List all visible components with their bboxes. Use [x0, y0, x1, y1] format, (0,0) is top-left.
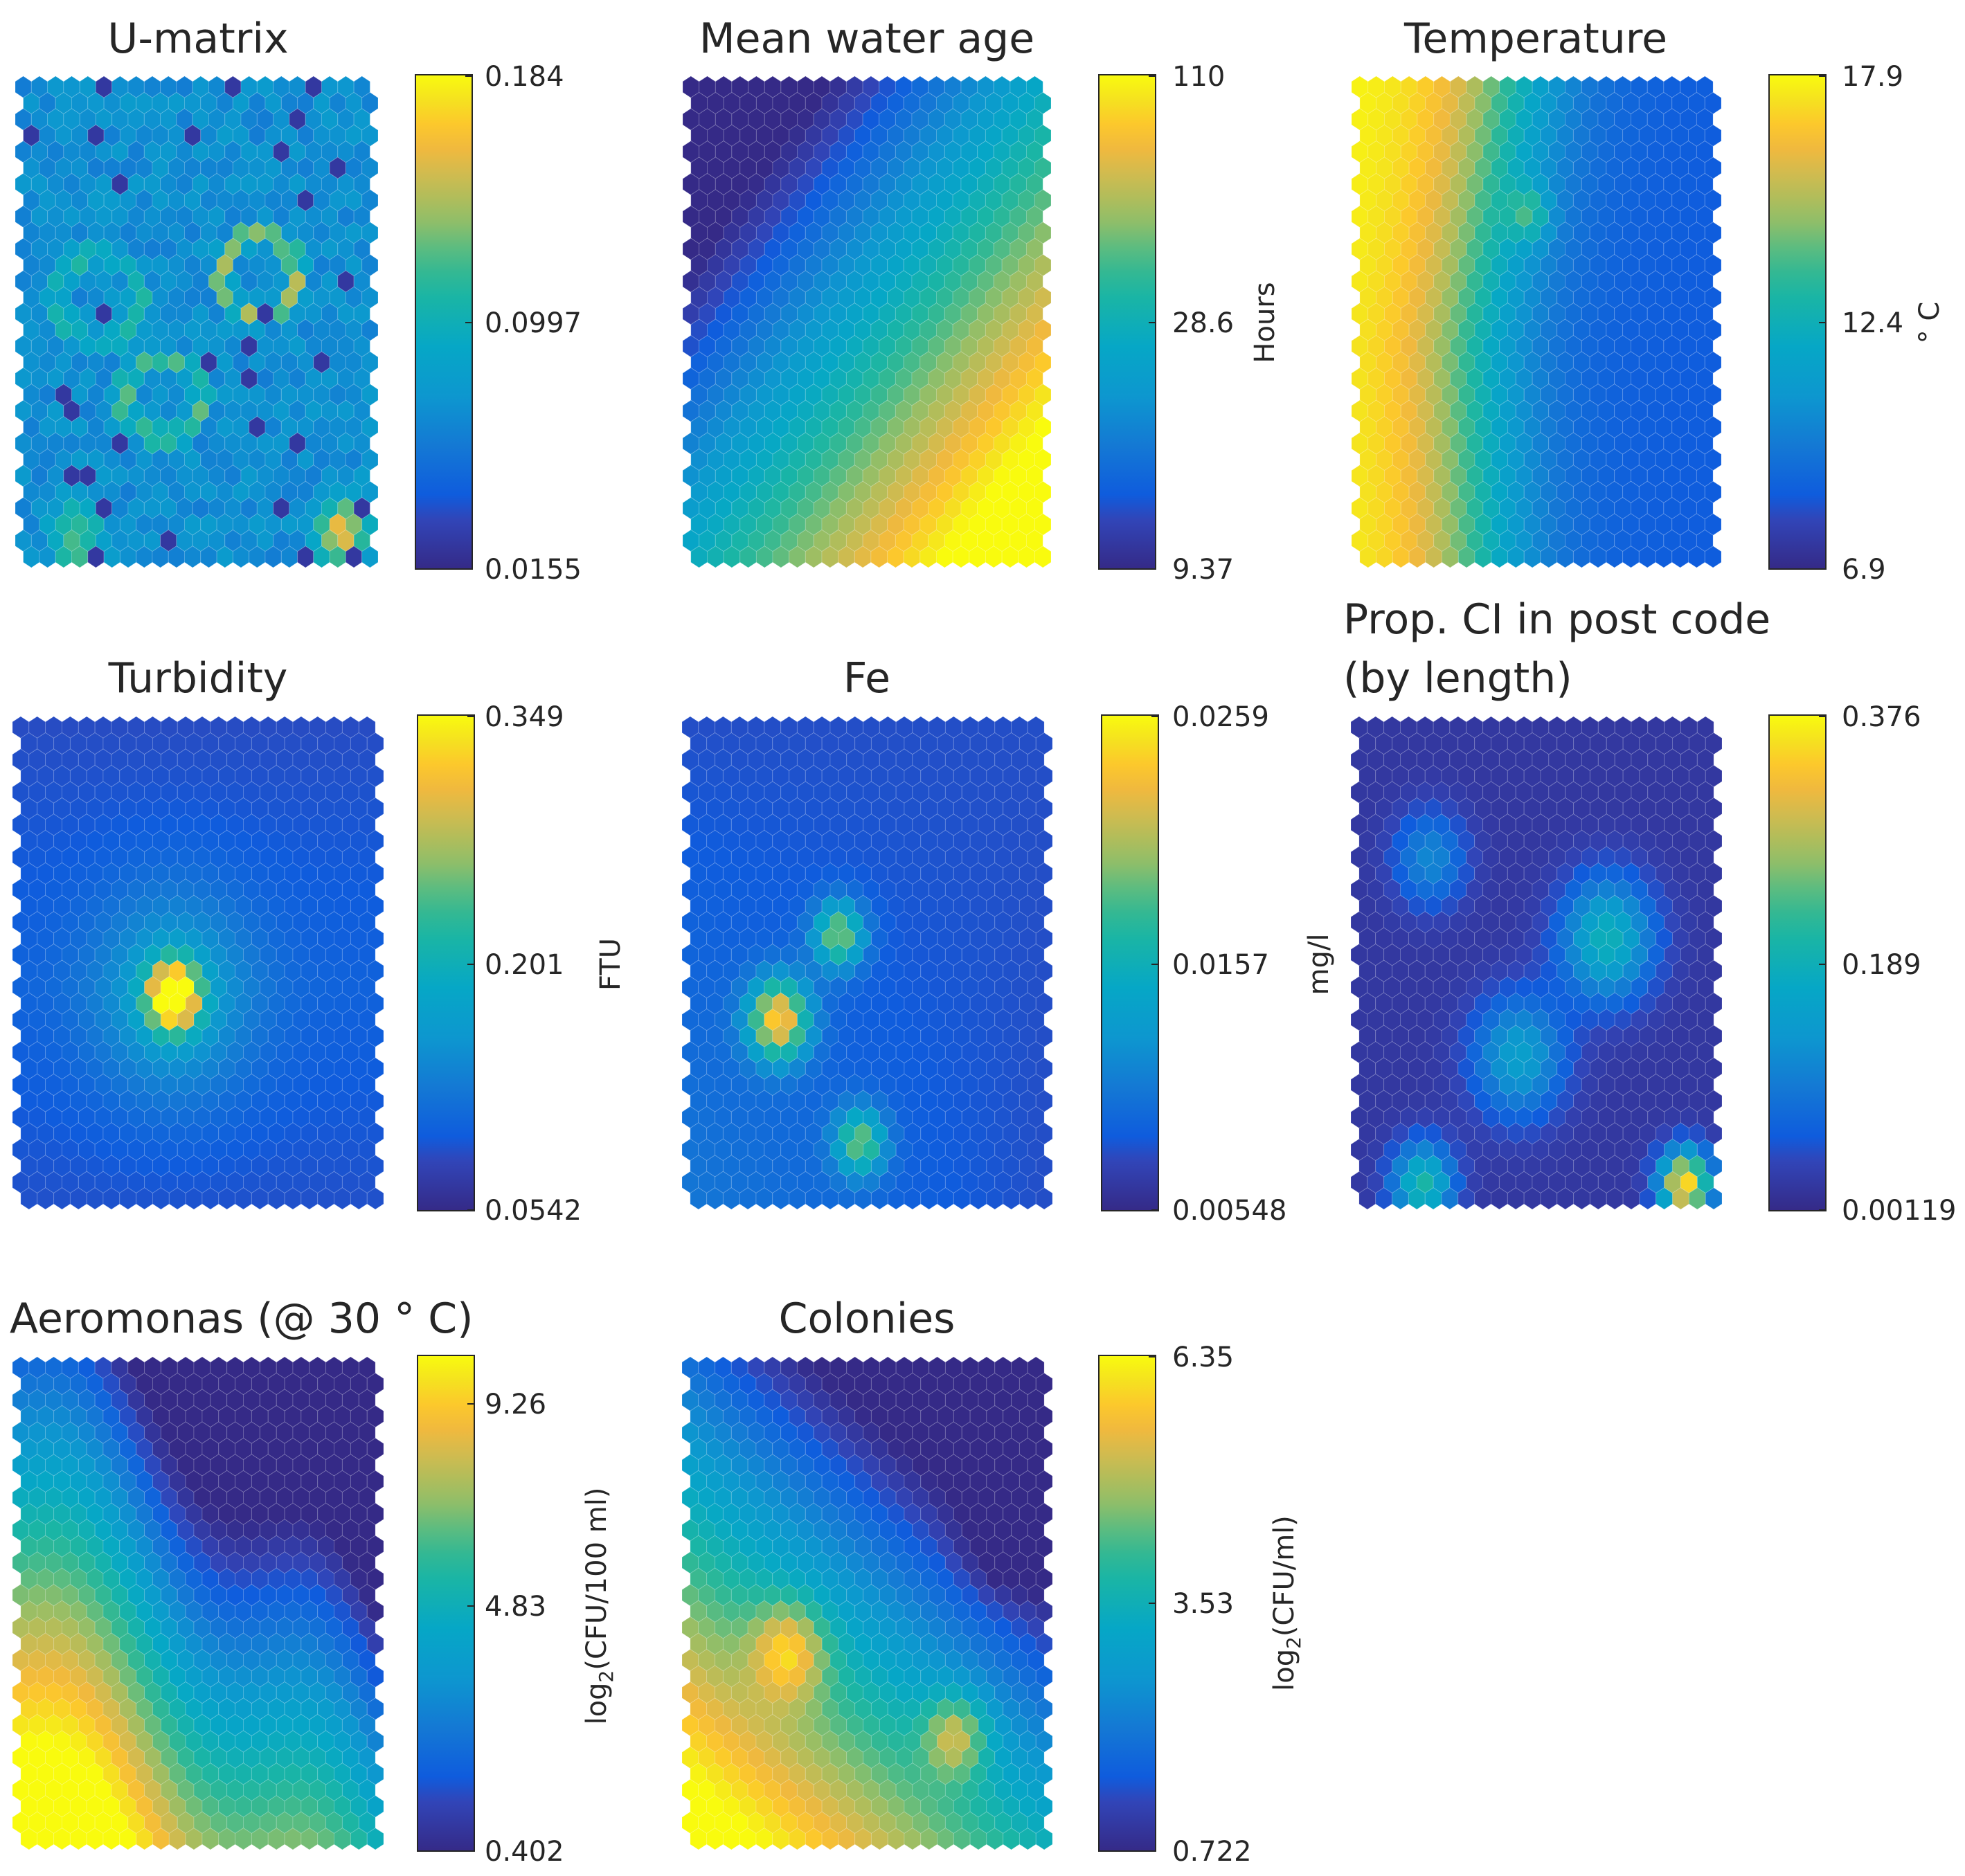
- colorbar-tick-propci-mid: 0.189: [1842, 949, 1921, 981]
- panel-title-colonies: Colonies: [779, 1295, 955, 1343]
- colorbar-tick-temperature-max: 17.9: [1842, 61, 1903, 93]
- colorbar-label-fe: mg/l: [1303, 934, 1335, 995]
- hex-cell: [361, 545, 379, 568]
- hex-map-aeromonas: [12, 1356, 384, 1850]
- colorbar-label-aeromonas: log2(CFU/100 ml): [581, 1488, 618, 1725]
- colorbar-tick-propci-max: 0.376: [1842, 701, 1921, 733]
- colorbar-label-temperature: ° C: [1914, 302, 1946, 344]
- colorbar-waterage: [1098, 74, 1156, 570]
- panel-title-waterage: Mean water age: [699, 15, 1034, 63]
- panel-title-temperature: Temperature: [1403, 15, 1667, 63]
- colorbar-umatrix: [415, 74, 473, 570]
- colorbar-tick-temperature-min: 6.9: [1842, 554, 1886, 586]
- colorbar-tick-waterage-min: 9.37: [1172, 554, 1234, 586]
- panel-fe: Fe 0.0259 0.0157 0.00548 mg/l: [681, 654, 1335, 1227]
- panel-propci: Prop. CI in post code (by length) 0.376 …: [1343, 595, 1956, 1227]
- colorbar-aeromonas: [417, 1355, 475, 1852]
- colorbar-turbidity: [417, 714, 475, 1211]
- panel-umatrix: U-matrix 0.184 0.0997 0.0155: [15, 15, 582, 586]
- colorbar-tick-turbidity-mid: 0.201: [485, 949, 564, 981]
- colorbar-tick-umatrix-max: 0.184: [485, 61, 564, 93]
- colorbar-tick-aeromonas-mid: 4.83: [485, 1591, 546, 1623]
- colorbar-tick-umatrix-mid: 0.0997: [485, 307, 582, 339]
- hex-map-umatrix: [15, 75, 379, 568]
- colorbar-fe: [1101, 714, 1159, 1211]
- colorbar-temperature: [1768, 74, 1827, 570]
- colorbar-tick-aeromonas-high: 9.26: [485, 1389, 546, 1420]
- colorbar-tick-fe-max: 0.0259: [1172, 701, 1269, 733]
- colorbar-tick-waterage-max: 110: [1172, 61, 1225, 93]
- hex-map-fe: [681, 716, 1053, 1210]
- colorbar-tick-propci-min: 0.00119: [1842, 1195, 1956, 1227]
- panel-temperature: Temperature 17.9 12.4 6.9 ° C: [1351, 15, 1946, 586]
- panel-title-propci-line2: (by length): [1343, 654, 1572, 703]
- colorbar-tick-waterage-mid: 28.6: [1172, 307, 1234, 339]
- hex-map-colonies: [681, 1356, 1053, 1850]
- panel-title-turbidity: Turbidity: [108, 654, 288, 703]
- colorbar-label-waterage: Hours: [1249, 282, 1281, 363]
- colorbar-tick-turbidity-max: 0.349: [485, 701, 564, 733]
- hex-cell: [1034, 545, 1052, 568]
- colorbar-label-turbidity: FTU: [595, 938, 627, 991]
- panel-title-umatrix: U-matrix: [107, 15, 288, 63]
- colorbar-tick-turbidity-min: 0.0542: [485, 1195, 582, 1227]
- colorbar-tick-fe-min: 0.00548: [1172, 1195, 1286, 1227]
- panel-title-propci-line1: Prop. CI in post code: [1343, 595, 1770, 644]
- panel-title-aeromonas: Aeromonas (@ 30 ° C): [10, 1295, 474, 1343]
- hex-map-temperature: [1351, 75, 1722, 568]
- panel-colonies: Colonies 6.35 3.53 0.722 log2(CFU/ml): [681, 1295, 1305, 1868]
- hex-map-propci: [1350, 716, 1723, 1210]
- colorbar-tick-fe-mid: 0.0157: [1172, 949, 1269, 981]
- hex-map-turbidity: [12, 716, 384, 1210]
- panel-waterage: Mean water age 110 28.6 9.37 Hours: [682, 15, 1281, 586]
- colorbar-tick-umatrix-min: 0.0155: [485, 554, 582, 586]
- panel-title-fe: Fe: [843, 654, 890, 703]
- colorbar-propci: [1768, 714, 1827, 1211]
- hex-map-waterage: [682, 75, 1052, 568]
- panel-aeromonas: Aeromonas (@ 30 ° C) 9.26 4.83 0.402 log…: [10, 1295, 618, 1868]
- panel-turbidity: Turbidity 0.349 0.201 0.0542 FTU: [12, 654, 627, 1227]
- colorbar-tick-temperature-mid: 12.4: [1842, 307, 1903, 339]
- colorbar-tick-aeromonas-min: 0.402: [485, 1836, 564, 1868]
